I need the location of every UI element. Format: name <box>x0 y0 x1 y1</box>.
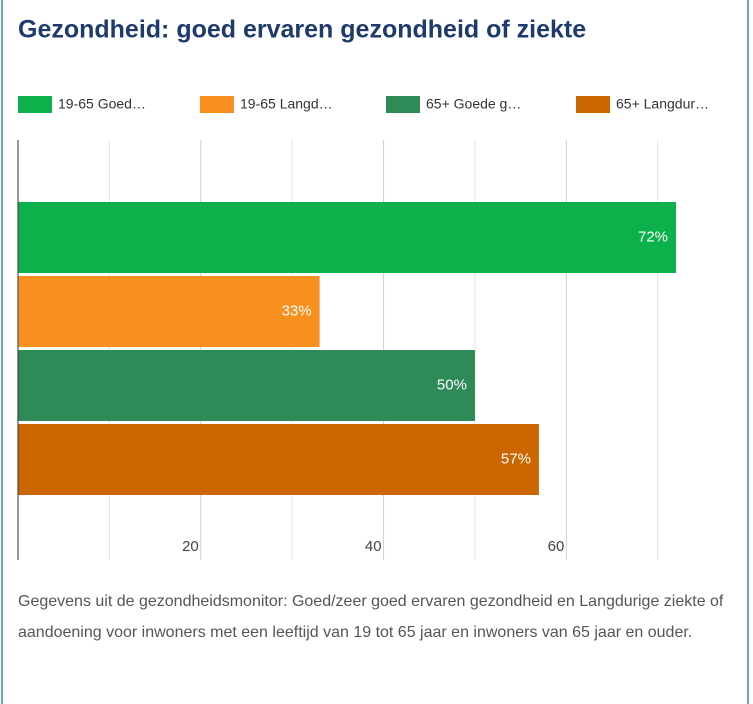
legend-swatch <box>386 96 420 113</box>
bar-value-label: 33% <box>282 302 312 319</box>
legend-label: 65+ Langdur… <box>616 96 709 112</box>
bar <box>18 424 539 495</box>
legend-swatch <box>200 96 234 113</box>
bar <box>18 350 475 421</box>
legend-label: 65+ Goede g… <box>426 96 521 112</box>
x-tick-label: 40 <box>365 538 382 555</box>
chart-title: Gezondheid: goed ervaren gezondheid of z… <box>18 16 586 44</box>
bar-value-label: 57% <box>501 450 531 467</box>
bar <box>18 202 677 273</box>
bar <box>18 276 320 347</box>
x-tick-label: 60 <box>548 538 565 555</box>
bar-value-label: 72% <box>638 228 668 245</box>
legend-label: 19-65 Langd… <box>240 96 333 112</box>
footnote: Gegevens uit de gezondheidsmonitor: Goed… <box>18 593 724 641</box>
legend-swatch <box>576 96 610 113</box>
x-tick-label: 20 <box>182 538 199 555</box>
bar-value-label: 50% <box>437 376 467 393</box>
legend-label: 19-65 Goed… <box>58 96 146 112</box>
plot: 19-65 Goed… 19-65 Langd… 65+ Goede g… 65+ L… <box>17 96 709 560</box>
legend-swatch <box>18 96 52 113</box>
